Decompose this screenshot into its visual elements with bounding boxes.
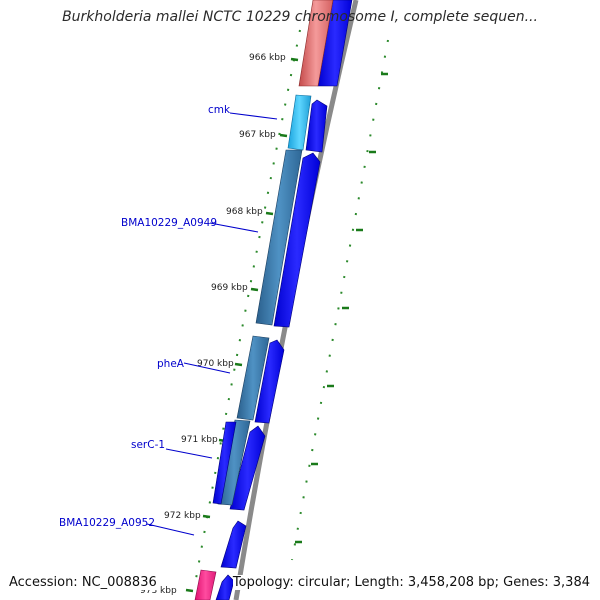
backbone-ring xyxy=(233,0,359,600)
outer-major-ticks xyxy=(295,72,388,544)
forward-gene-4[interactable] xyxy=(254,339,285,424)
cds-pheA[interactable] xyxy=(236,335,270,421)
tick-label-969: 969 kbp xyxy=(211,283,248,293)
gene-label-BMA10229_A0952[interactable]: BMA10229_A0952 xyxy=(59,517,155,529)
tick-label-group: 966 kbp 967 kbp 968 kbp 969 kbp 970 kbp … xyxy=(140,53,286,596)
gene-label-cmk[interactable]: cmk xyxy=(208,104,231,116)
gene-label-pheA[interactable]: pheA xyxy=(157,358,185,370)
forward-gene-7[interactable] xyxy=(215,574,235,600)
forward-gene-2[interactable] xyxy=(305,99,328,153)
cds-red-upstream[interactable] xyxy=(298,0,334,87)
gene-leader-lines xyxy=(146,112,278,536)
gene-label-serC-1[interactable]: serC-1 xyxy=(131,439,165,451)
cds-pink-downstream[interactable] xyxy=(194,569,217,600)
forward-gene-6[interactable] xyxy=(220,520,247,569)
tick-label-967: 967 kbp xyxy=(239,130,276,140)
tick-label-970: 970 kbp xyxy=(197,359,234,369)
accession-text: Accession: NC_008836 xyxy=(9,575,157,590)
tick-label-972: 972 kbp xyxy=(164,511,201,521)
cds-serC-1-forward-overlap[interactable] xyxy=(212,421,237,505)
tick-label-968: 968 kbp xyxy=(226,207,263,217)
topology-text: Topology: circular; Length: 3,458,208 bp… xyxy=(232,575,590,590)
cds-BMA10229_A0949[interactable] xyxy=(255,149,303,326)
tick-label-971: 971 kbp xyxy=(181,435,218,445)
cds-strand-features xyxy=(194,0,334,600)
gene-label-BMA10229_A0949[interactable]: BMA10229_A0949 xyxy=(121,217,217,229)
gene-labels: cmk BMA10229_A0949 pheA serC-1 BMA10229_… xyxy=(59,104,231,529)
tick-label-966: 966 kbp xyxy=(249,53,286,63)
tick-label-973: 973 kbp xyxy=(140,586,177,596)
forward-gene-3[interactable] xyxy=(273,152,321,328)
cds-cmk[interactable] xyxy=(287,94,312,151)
map-title: Burkholderia mallei NCTC 10229 chromosom… xyxy=(62,9,538,25)
forward-strand-features xyxy=(215,0,353,600)
